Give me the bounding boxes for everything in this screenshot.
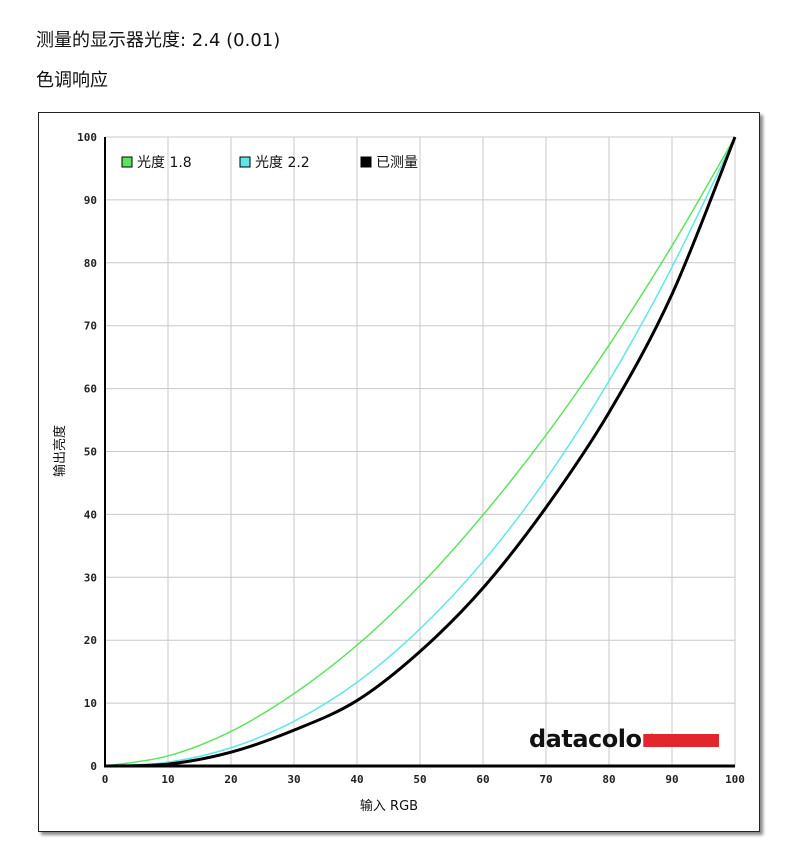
x-tick-label: 100 — [725, 773, 745, 786]
chart-svg: 0 10 20 30 40 50 60 70 80 90 100 0 10 20 30 40 50 60 70 80 9… — [52, 131, 745, 814]
series-line-3 — [104, 136, 737, 768]
series-lines — [104, 136, 737, 768]
legend: 光度 1.8 光度 2.2 已测量 — [121, 155, 418, 171]
grid — [104, 136, 736, 767]
y-tick-label: 30 — [84, 571, 97, 584]
x-tick-label: 30 — [287, 773, 300, 786]
legend-label-3: 已测量 — [376, 155, 418, 171]
y-tick-label: 20 — [84, 634, 97, 647]
x-tick-label: 10 — [161, 773, 174, 786]
x-axis-label: 输入 RGB — [360, 798, 418, 814]
legend-label-2: 光度 2.2 — [255, 155, 310, 171]
y-tick-label: 50 — [84, 446, 97, 459]
y-tick-label: 100 — [77, 131, 97, 144]
x-tick-label: 70 — [539, 773, 552, 786]
x-tick-label: 0 — [102, 773, 109, 786]
series-line-1 — [104, 136, 736, 767]
brand-bar — [644, 734, 719, 747]
axes — [104, 137, 735, 768]
x-tick-label: 40 — [350, 773, 363, 786]
legend-label-1: 光度 1.8 — [137, 155, 192, 171]
y-tick-label: 60 — [84, 383, 97, 396]
x-tick-label: 20 — [224, 773, 237, 786]
tick-labels: 0 10 20 30 40 50 60 70 80 90 100 0 10 20 30 40 50 60 70 80 9… — [77, 131, 745, 786]
datacolor-logo: datacolor — [529, 725, 719, 753]
legend-swatch-2 — [239, 156, 251, 168]
brand-text: datacolor — [529, 725, 653, 753]
section-title: 色调响应 — [36, 70, 108, 91]
y-tick-label: 40 — [84, 508, 97, 521]
x-tick-label: 80 — [602, 773, 615, 786]
measured-gamma-text: 测量的显示器光度: 2.4 (0.01) — [36, 30, 281, 51]
y-tick-label: 80 — [84, 257, 97, 270]
y-tick-label: 90 — [84, 194, 97, 207]
x-tick-label: 60 — [476, 773, 489, 786]
tone-response-chart: 0 10 20 30 40 50 60 70 80 90 100 0 10 20 30 40 50 60 70 80 9… — [38, 112, 760, 832]
legend-swatch-3 — [360, 156, 372, 168]
x-tick-label: 50 — [413, 773, 426, 786]
legend-swatch-1 — [121, 156, 133, 168]
y-tick-label: 70 — [84, 320, 97, 333]
y-tick-label: 10 — [84, 697, 97, 710]
x-tick-label: 90 — [665, 773, 678, 786]
y-tick-label: 0 — [90, 760, 97, 773]
series-line-2 — [104, 136, 736, 767]
y-axis-label: 输出亮度 — [52, 425, 68, 477]
